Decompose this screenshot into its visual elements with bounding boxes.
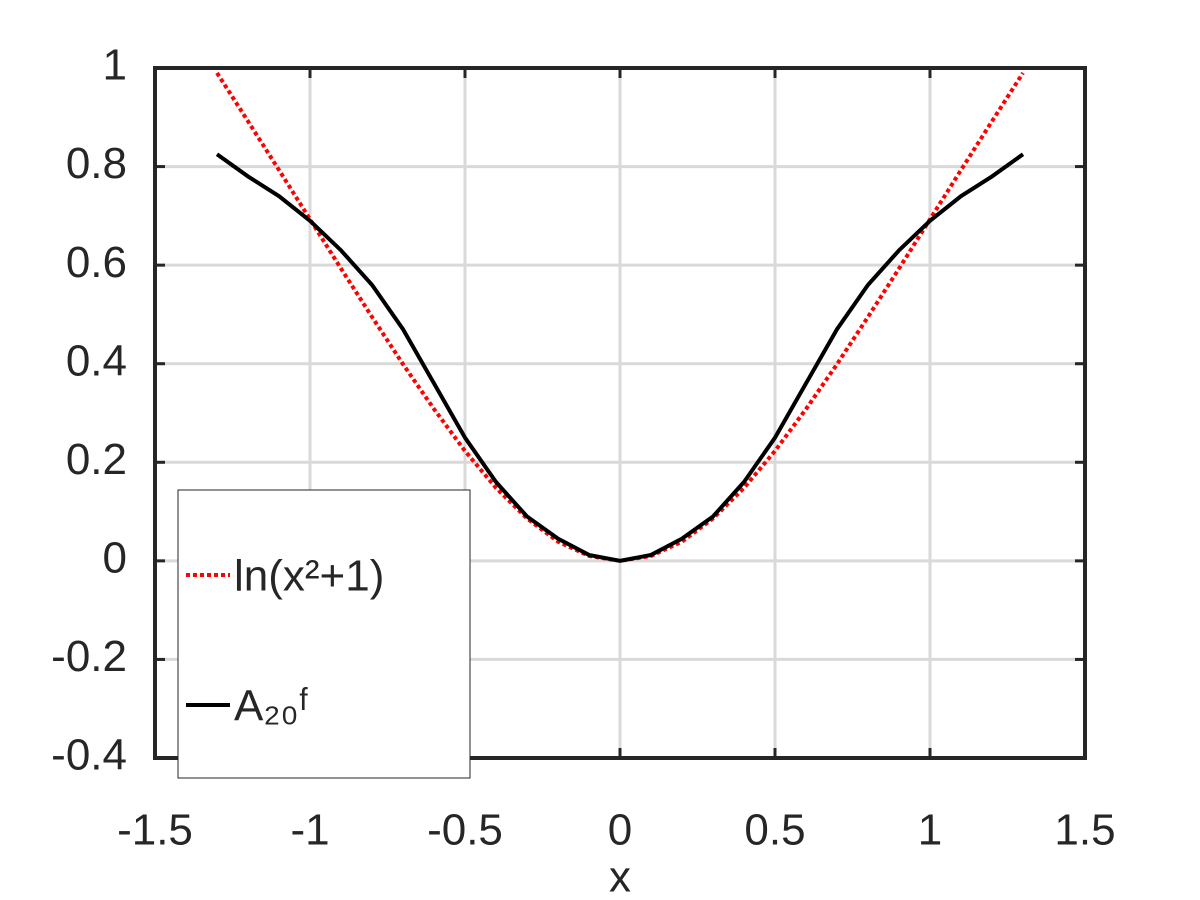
x-tick-label: -0.5 <box>427 806 503 855</box>
x-tick-label: -1 <box>290 806 329 855</box>
y-tick-label: 1 <box>103 41 127 90</box>
y-tick-label: 0.8 <box>66 139 127 188</box>
x-tick-label: 0 <box>608 806 632 855</box>
x-tick-label: 1.5 <box>1054 806 1115 855</box>
legend-label: A₂₀ᶠ <box>234 682 309 731</box>
x-axis-label: x <box>609 853 631 900</box>
x-tick-label: 0.5 <box>744 806 805 855</box>
y-tick-label: -0.2 <box>51 632 127 681</box>
y-tick-label: 0.4 <box>66 336 127 385</box>
series-line <box>215 152 1025 563</box>
x-tick-label: 1 <box>918 806 942 855</box>
y-tick-label: 0 <box>103 533 127 582</box>
legend-box <box>177 489 471 779</box>
legend-label: ln(x²+1) <box>234 552 384 601</box>
x-tick-label: -1.5 <box>117 806 193 855</box>
y-tick-label: 0.6 <box>66 238 127 287</box>
plot-frame <box>153 66 1087 760</box>
y-tick-label: -0.4 <box>51 731 127 780</box>
y-tick-label: 0.2 <box>66 435 127 484</box>
series-line <box>215 71 1025 563</box>
